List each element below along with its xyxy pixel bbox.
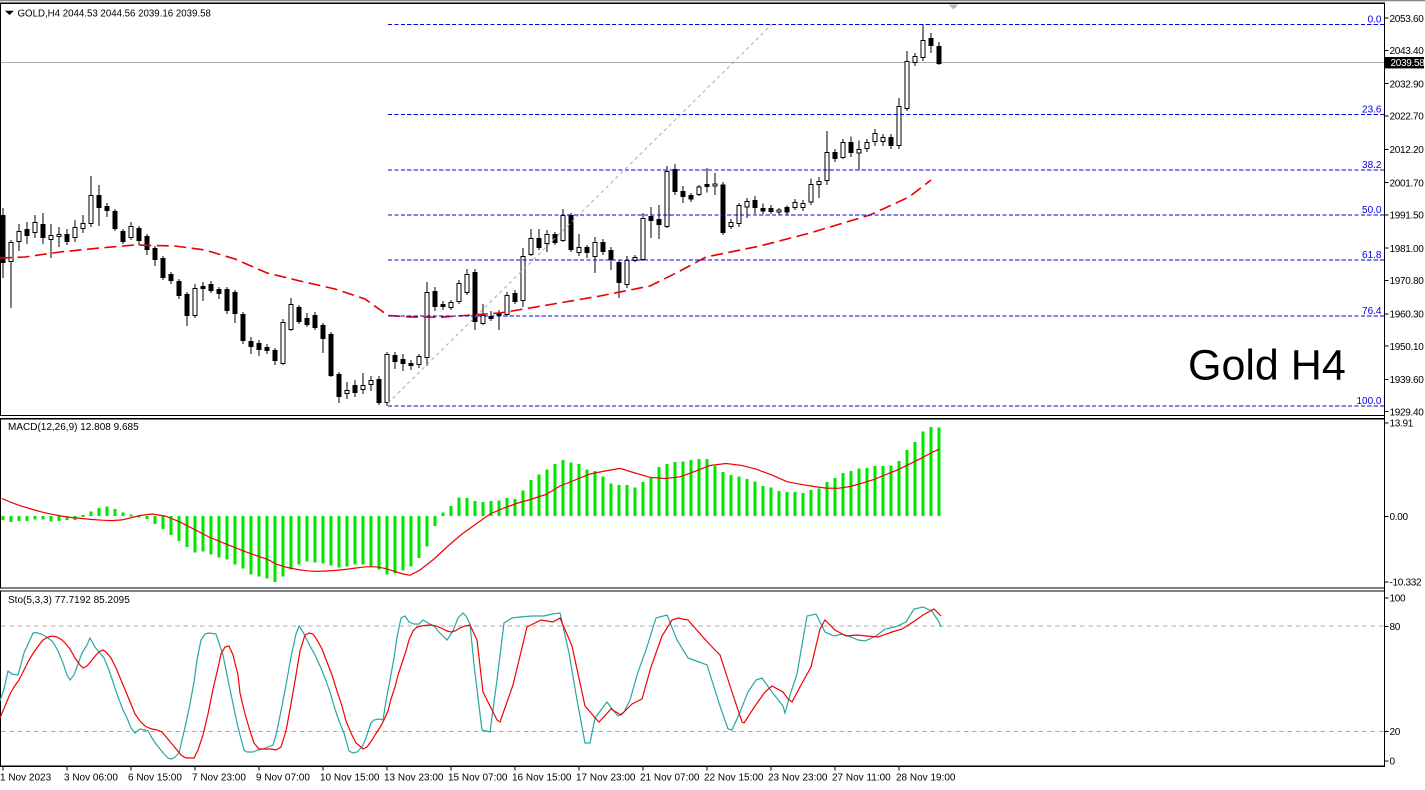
svg-text:1950.10: 1950.10 (1390, 342, 1425, 353)
svg-text:20: 20 (1390, 727, 1401, 738)
svg-text:2043.40: 2043.40 (1390, 46, 1425, 57)
svg-text:7 Nov 23:00: 7 Nov 23:00 (192, 772, 246, 783)
svg-text:2039.58: 2039.58 (1391, 58, 1425, 69)
svg-text:15 Nov 07:00: 15 Nov 07:00 (448, 772, 508, 783)
svg-text:1981.00: 1981.00 (1390, 244, 1425, 255)
svg-text:17 Nov 23:00: 17 Nov 23:00 (576, 772, 636, 783)
svg-text:50.0: 50.0 (1362, 205, 1382, 216)
svg-text:28 Nov 19:00: 28 Nov 19:00 (896, 772, 956, 783)
svg-text:1991.50: 1991.50 (1390, 211, 1425, 222)
svg-text:3 Nov 06:00: 3 Nov 06:00 (64, 772, 118, 783)
svg-text:21 Nov 07:00: 21 Nov 07:00 (640, 772, 700, 783)
svg-text:1939.60: 1939.60 (1390, 375, 1425, 386)
svg-text:13.91: 13.91 (1390, 419, 1414, 430)
svg-text:GOLD,H4 2044.53 2044.56 2039.: GOLD,H4 2044.53 2044.56 2039.16 2039.58 (18, 8, 211, 19)
svg-text:16 Nov 15:00: 16 Nov 15:00 (512, 772, 572, 783)
svg-text:2012.20: 2012.20 (1390, 145, 1425, 156)
svg-text:13 Nov 23:00: 13 Nov 23:00 (384, 772, 444, 783)
svg-text:-10.332: -10.332 (1390, 578, 1423, 589)
svg-text:Gold H4: Gold H4 (1188, 342, 1346, 390)
svg-text:9 Nov 07:00: 9 Nov 07:00 (256, 772, 310, 783)
svg-text:1 Nov 2023: 1 Nov 2023 (0, 772, 52, 783)
svg-text:1970.80: 1970.80 (1390, 276, 1425, 287)
svg-text:1929.40: 1929.40 (1390, 407, 1425, 418)
svg-text:0.0: 0.0 (1368, 14, 1382, 25)
svg-text:1960.30: 1960.30 (1390, 310, 1425, 321)
svg-text:6 Nov 15:00: 6 Nov 15:00 (128, 772, 182, 783)
svg-text:100.0: 100.0 (1356, 396, 1381, 407)
svg-text:80: 80 (1390, 622, 1401, 633)
svg-text:2053.60: 2053.60 (1390, 14, 1425, 25)
svg-text:0.00: 0.00 (1390, 512, 1409, 523)
svg-text:27 Nov 11:00: 27 Nov 11:00 (832, 772, 891, 783)
svg-text:61.8: 61.8 (1362, 250, 1382, 261)
svg-text:23.6: 23.6 (1362, 104, 1382, 115)
svg-text:76.4: 76.4 (1362, 306, 1382, 317)
svg-text:23 Nov 23:00: 23 Nov 23:00 (768, 772, 828, 783)
svg-text:0: 0 (1390, 757, 1396, 768)
svg-text:22 Nov 15:00: 22 Nov 15:00 (704, 772, 764, 783)
svg-text:2032.90: 2032.90 (1390, 79, 1425, 90)
svg-text:2022.70: 2022.70 (1390, 112, 1425, 123)
svg-text:10 Nov 15:00: 10 Nov 15:00 (320, 772, 380, 783)
svg-text:100: 100 (1390, 594, 1407, 605)
svg-text:38.2: 38.2 (1362, 160, 1382, 171)
svg-text:MACD(12,26,9) 12.808 9.685: MACD(12,26,9) 12.808 9.685 (8, 422, 139, 433)
svg-text:Sto(5,3,3) 77.7192 85.2095: Sto(5,3,3) 77.7192 85.2095 (8, 595, 130, 606)
svg-text:2001.70: 2001.70 (1390, 178, 1425, 189)
